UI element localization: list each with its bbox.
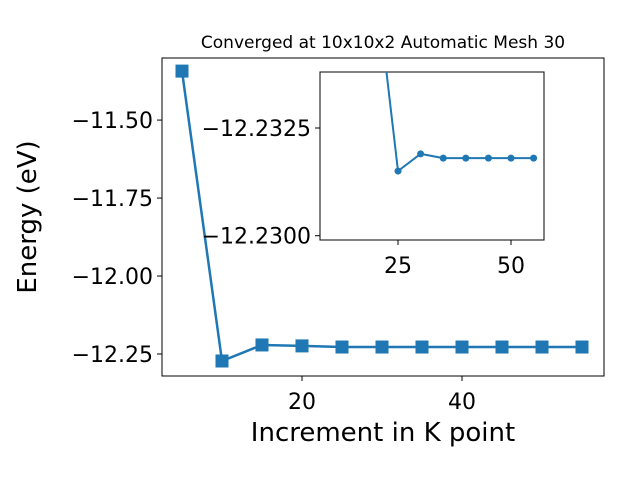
marker [335, 340, 349, 354]
marker [394, 167, 402, 175]
x-axis-label: Increment in K point [251, 418, 515, 448]
x-tick-label: 20 [288, 390, 316, 415]
marker [375, 340, 389, 354]
marker [415, 340, 429, 354]
y-tick-label: −12.25 [72, 343, 153, 368]
x-tick-label: 25 [384, 254, 412, 279]
line [385, 72, 534, 173]
marker [484, 154, 492, 162]
y-tick-label: −12.00 [72, 265, 153, 290]
x-tick-label: 40 [448, 390, 476, 415]
plot-content [175, 64, 589, 368]
marker [295, 339, 309, 353]
y-tick-label: −12.2325 [202, 117, 311, 142]
marker [215, 354, 229, 368]
marker [535, 340, 549, 354]
marker [175, 64, 189, 78]
marker [530, 154, 538, 162]
marker [417, 150, 425, 158]
marker [455, 340, 469, 354]
y-axis-label: Energy (eV) [13, 140, 43, 293]
plot-content [385, 72, 538, 175]
y-tick-label: −12.2300 [202, 225, 311, 250]
chart-title: Converged at 10x10x2 Automatic Mesh 30 [201, 33, 565, 53]
y-tick-label: −11.50 [72, 109, 153, 134]
marker [495, 340, 509, 354]
marker [462, 154, 470, 162]
x-tick-label: 50 [497, 254, 525, 279]
marker [507, 154, 515, 162]
marker [255, 338, 269, 352]
marker [439, 154, 447, 162]
marker [575, 340, 589, 354]
y-tick-label: −11.75 [72, 187, 153, 212]
